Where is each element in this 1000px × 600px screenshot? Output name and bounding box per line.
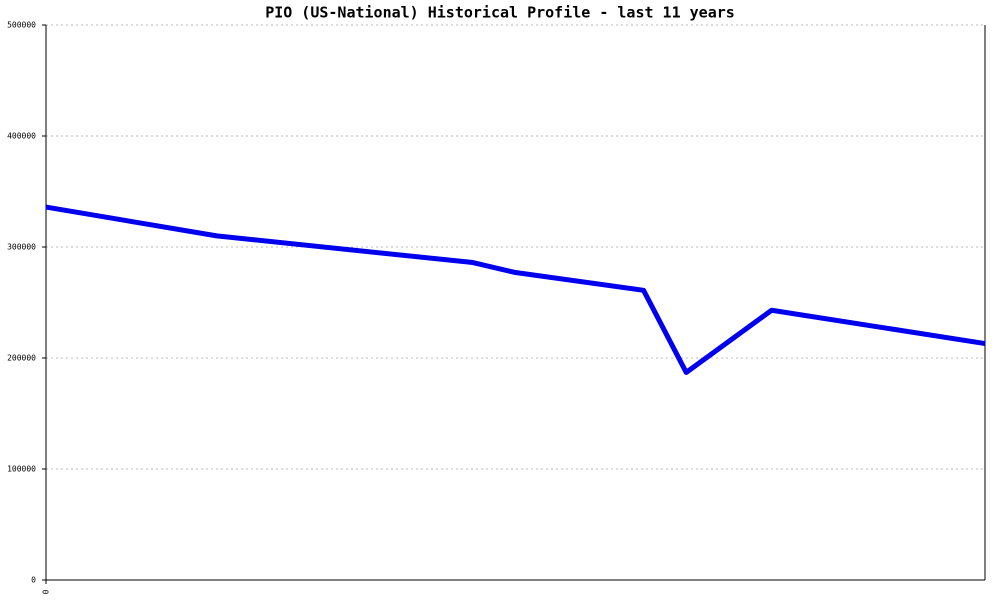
chart-title: PIO (US-National) Historical Profile - l… [265, 4, 735, 22]
y-tick-label: 200000 [7, 354, 36, 363]
x-tick-label: 0 [42, 589, 51, 594]
data-line [45, 204, 986, 375]
y-tick-label: 100000 [7, 465, 36, 474]
y-tick-label: 500000 [7, 21, 36, 30]
y-tick-label: 300000 [7, 243, 36, 252]
y-tick-label: 400000 [7, 132, 36, 141]
y-tick-label: 0 [31, 576, 36, 585]
